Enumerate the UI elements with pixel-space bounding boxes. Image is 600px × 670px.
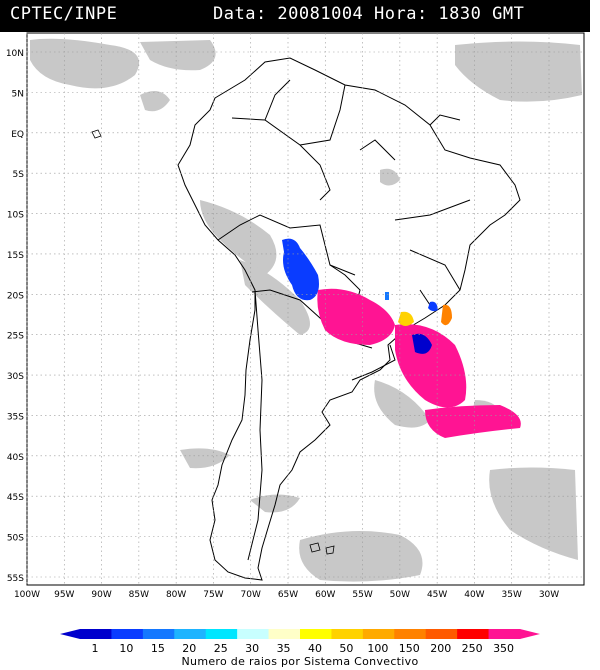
coastline xyxy=(177,57,521,581)
lat-label: 40S xyxy=(7,453,24,463)
lon-label: 45W xyxy=(427,590,447,600)
legend-value: 30 xyxy=(245,642,259,655)
islands xyxy=(91,129,335,555)
legend-value: 200 xyxy=(430,642,451,655)
lat-label: 20S xyxy=(7,291,24,301)
lat-label: 25S xyxy=(7,332,24,342)
legend-swatch xyxy=(268,629,301,639)
legend-value: 20 xyxy=(182,642,196,655)
lon-label: 35W xyxy=(502,590,522,600)
legend-swatch xyxy=(362,629,395,639)
lat-label: 10N xyxy=(6,49,24,59)
legend-value: 250 xyxy=(462,642,483,655)
legend-caption: Numero de raios por Sistema Convectivo xyxy=(181,655,419,668)
legend-swatch xyxy=(488,629,521,639)
legend-value: 10 xyxy=(119,642,133,655)
legend-swatch xyxy=(300,629,332,639)
lon-label: 100W xyxy=(14,590,40,600)
legend-value: 25 xyxy=(214,642,228,655)
legend-value: 150 xyxy=(399,642,420,655)
lon-label: 65W xyxy=(278,590,298,600)
lon-label: 90W xyxy=(91,590,111,600)
lon-label: 75W xyxy=(203,590,223,600)
legend-value: 50 xyxy=(339,642,353,655)
lat-label: 30S xyxy=(7,372,24,382)
lon-label: 95W xyxy=(54,590,74,600)
legend-swatch xyxy=(394,629,427,639)
lat-label: 5N xyxy=(12,89,24,99)
legend-arrow-left xyxy=(60,629,80,639)
lat-label: 55S xyxy=(7,574,24,584)
lon-label: 40W xyxy=(464,590,484,600)
legend-swatch xyxy=(457,629,490,639)
header-bar: CPTEC/INPE Data: 20081004 Hora: 1830 GMT xyxy=(0,0,590,32)
legend-swatch xyxy=(80,629,112,639)
legend-swatch xyxy=(237,629,270,639)
lon-label: 55W xyxy=(352,590,372,600)
legend-swatch xyxy=(205,629,238,639)
lat-label: 5S xyxy=(13,170,25,180)
legend-arrow-right xyxy=(520,629,540,639)
legend-value: 1 xyxy=(92,642,99,655)
legend-value: 100 xyxy=(367,642,388,655)
latitude-labels: 10N 5N EQ 5S 10S 15S 20S 25S 30S 35S 40S 45S 50S 55S xyxy=(6,49,24,584)
legend-value: 40 xyxy=(308,642,322,655)
legend-value: 15 xyxy=(151,642,165,655)
lon-label: 60W xyxy=(315,590,335,600)
lat-label: 45S xyxy=(7,493,24,503)
lat-label: 15S xyxy=(7,251,24,261)
lightning-cells xyxy=(282,238,521,438)
legend-swatch xyxy=(142,629,175,639)
lightning-map: 10N5NEQ5S10S15S20S25S30S35S40S45S50S55S … xyxy=(6,32,585,655)
lat-label: 50S xyxy=(7,534,24,544)
lat-label: 10S xyxy=(7,211,24,221)
legend-swatch xyxy=(331,629,364,639)
legend-value: 350 xyxy=(493,642,514,655)
source-label: CPTEC/INPE xyxy=(10,4,118,24)
legend-swatch xyxy=(425,629,458,639)
lon-label: 30W xyxy=(539,590,559,600)
graticule xyxy=(26,33,584,585)
legend-colorbar: 1 10 15 20 25 30 35 40 50 100 150 200 250 350 xyxy=(60,629,540,655)
legend-swatch xyxy=(111,629,144,639)
date-time-label: Data: 20081004 Hora: 1830 GMT xyxy=(213,4,525,24)
longitude-labels: 100W 95W 90W 85W 80W 75W 70W 65W 60W 55W 50W 45W 40W… xyxy=(14,590,559,600)
lat-label: EQ xyxy=(11,130,24,140)
lon-label: 85W xyxy=(129,590,149,600)
lon-label: 50W xyxy=(390,590,410,600)
legend-swatch xyxy=(174,629,207,639)
lon-label: 70W xyxy=(241,590,261,600)
lat-label: 35S xyxy=(7,412,24,422)
lon-label: 80W xyxy=(166,590,186,600)
legend-value: 35 xyxy=(277,642,291,655)
